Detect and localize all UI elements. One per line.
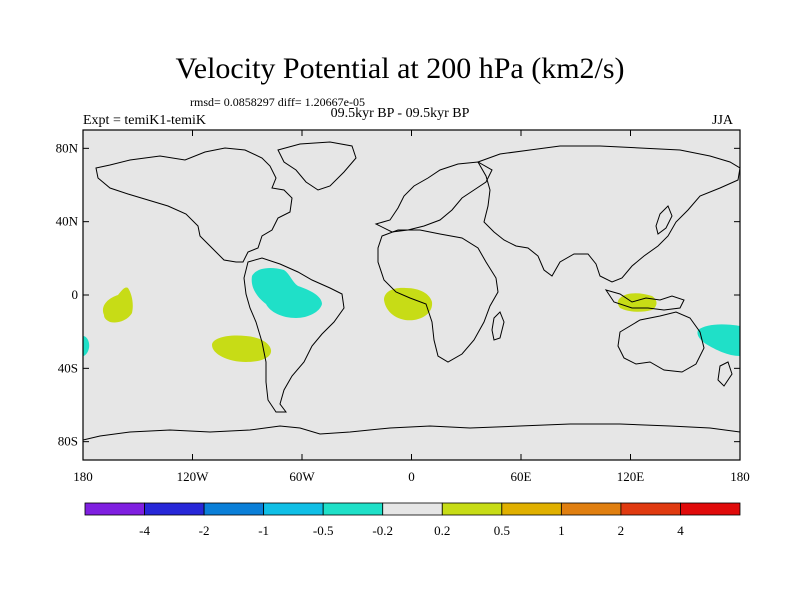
colorbar-swatch	[441, 502, 503, 516]
coast-japan	[655, 205, 673, 235]
colorbar-label: 1	[558, 523, 565, 538]
season-label: JJA	[712, 113, 734, 128]
lat-tick-label: 80N	[56, 140, 79, 155]
rmsd-diff-stats: rmsd= 0.0858297 diff= 1.20667e-05	[190, 95, 365, 109]
colorbar-swatch	[144, 502, 205, 516]
colorbar-label: 0.2	[434, 523, 450, 538]
colorbar: -4 -2 -1 -0.5 -0.2 0.2 0.5 1 2 4	[84, 502, 741, 538]
anomaly-region-south-pacific	[212, 335, 272, 362]
colorbar-label: -0.5	[313, 523, 334, 538]
colorbar-label: 0.5	[494, 523, 510, 538]
colorbar-label: -2	[199, 523, 210, 538]
coast-africa	[377, 229, 499, 363]
colorbar-swatch	[620, 502, 681, 516]
coastlines	[83, 141, 740, 441]
colorbar-label: -1	[258, 523, 269, 538]
colorbar-swatch	[680, 502, 741, 516]
lon-tick-label: 180	[73, 469, 93, 484]
anomaly-region-gulf-of-guinea	[384, 287, 433, 321]
colorbar-label: -0.2	[372, 523, 393, 538]
coast-greenland	[277, 141, 357, 191]
colorbar-swatch	[203, 502, 265, 516]
anomaly-region-central-pacific	[102, 287, 133, 323]
lon-tick-label: 60W	[289, 469, 315, 484]
period-label: 09.5kyr BP - 09.5kyr BP	[330, 106, 470, 121]
lon-tick-label: 60E	[511, 469, 532, 484]
coast-antarctica	[83, 423, 740, 441]
colorbar-swatch	[501, 502, 562, 516]
coast-new-zealand	[717, 361, 733, 387]
lon-tick-label: 120E	[617, 469, 645, 484]
lon-tick-label: 180	[730, 469, 750, 484]
lat-tick-label: 40N	[56, 214, 79, 229]
coast-australia	[617, 311, 705, 373]
coast-north-america	[95, 147, 293, 263]
anomaly-region-southwest-pacific	[697, 324, 740, 356]
colorbar-swatch	[560, 502, 622, 516]
coast-europe	[374, 161, 493, 233]
lat-tick-label: 80S	[58, 434, 78, 449]
experiment-label: Expt = temiK1-temiK	[83, 113, 206, 128]
colorbar-swatch	[84, 502, 145, 516]
coast-madagascar	[491, 311, 505, 341]
colorbar-label: -4	[139, 523, 150, 538]
axis-ticks: 80N 40N 0 40S 80S 180 120W 60W 0 60E 120E 180	[56, 130, 750, 484]
lat-tick-label: 0	[72, 287, 79, 302]
chart-title: Velocity Potential at 200 hPa (km2/s)	[175, 52, 625, 85]
colorbar-label: 2	[618, 523, 625, 538]
colorbar-swatch	[322, 502, 384, 516]
lat-tick-label: 40S	[58, 360, 78, 375]
colorbar-label: 4	[677, 523, 684, 538]
colorbar-swatch	[263, 502, 324, 516]
coast-south-america	[243, 257, 345, 413]
anomaly-region-dateline-south	[83, 336, 90, 356]
coast-maritime-continent	[604, 289, 685, 311]
lon-tick-label: 120W	[177, 469, 210, 484]
colorbar-swatch	[382, 502, 443, 516]
coast-asia	[477, 145, 740, 283]
lon-tick-label: 0	[408, 469, 415, 484]
anomaly-region-amazon	[251, 268, 322, 318]
